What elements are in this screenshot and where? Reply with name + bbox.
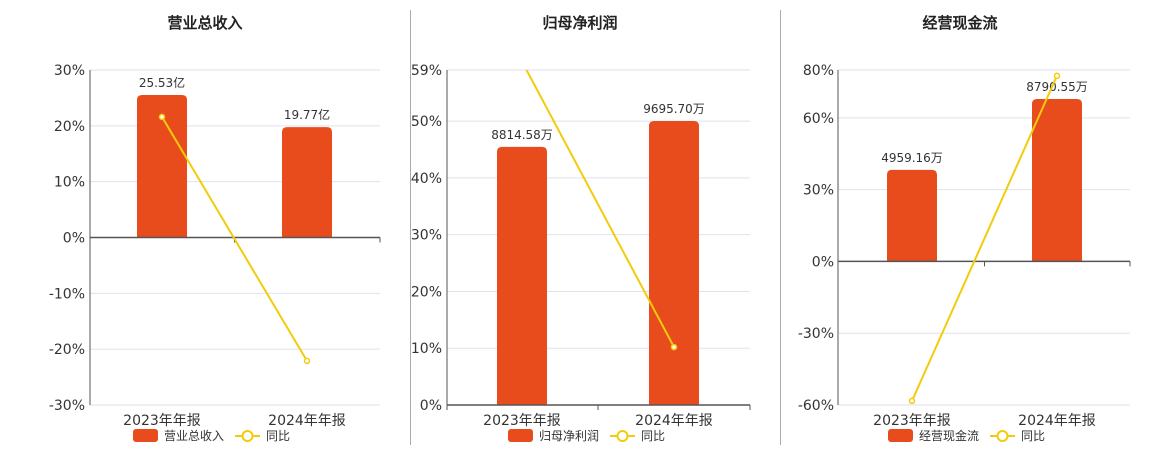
- y-tick-label: 0%: [420, 398, 442, 414]
- y-tick-label: 20%: [54, 119, 85, 135]
- bar-data-label: 8814.58万: [491, 128, 553, 142]
- legend-bar-swatch: [508, 429, 533, 442]
- legend-bar-label[interactable]: 经营现金流: [919, 428, 979, 443]
- y-tick-label: 0%: [63, 231, 85, 247]
- chart-title: 营业总收入: [167, 14, 242, 32]
- x-tick-label: 2023年年报: [483, 413, 561, 429]
- y-tick-label: -60%: [798, 398, 834, 414]
- legend-line-marker-icon: [241, 430, 254, 442]
- yoy-point[interactable]: [670, 343, 678, 351]
- y-tick-label: 59%: [411, 63, 442, 79]
- legend-bar-label[interactable]: 归母净利润: [539, 429, 599, 443]
- yoy-point[interactable]: [158, 113, 166, 121]
- y-tick-label: 40%: [411, 171, 442, 187]
- chart-3: 经营现金流 80% 60% 30% 0% -30% -60% 4959.16万 8790.55万…: [798, 14, 1131, 443]
- y-tick-label: -30%: [49, 398, 85, 414]
- bar[interactable]: [1032, 99, 1082, 262]
- yoy-line: [525, 70, 675, 348]
- x-tick-label: 2023年年报: [873, 413, 951, 429]
- chart-title: 归母净利润: [542, 14, 617, 32]
- x-tick-label: 2024年年报: [635, 413, 713, 429]
- bar[interactable]: [649, 121, 699, 405]
- y-tick-label: -30%: [798, 326, 834, 342]
- chart-1: 营业总收入 30% 20% 10% 0% -10% -20% -30% 25.53亿 19.77亿…: [49, 14, 381, 443]
- x-tick-label: 2023年年报: [123, 413, 201, 429]
- bar-data-label: 19.77亿: [284, 107, 330, 122]
- y-tick-label: -20%: [49, 342, 85, 358]
- y-tick-label: 60%: [803, 111, 834, 127]
- x-tick-label: 2024年年报: [1018, 413, 1096, 429]
- bar[interactable]: [282, 127, 332, 238]
- legend-line-marker-icon: [616, 430, 629, 442]
- bar[interactable]: [887, 169, 937, 262]
- legend-bar-swatch: [133, 429, 158, 442]
- bar-data-label: 9695.70万: [643, 102, 705, 116]
- legend-line-label[interactable]: 同比: [1021, 429, 1045, 443]
- legend-line-marker-icon: [996, 430, 1009, 442]
- yoy-point[interactable]: [908, 397, 916, 405]
- legend-bar-label[interactable]: 营业总收入: [164, 429, 224, 443]
- y-tick-label: 30%: [54, 63, 85, 79]
- yoy-point[interactable]: [303, 357, 311, 365]
- y-tick-label: 20%: [411, 284, 442, 300]
- bar-data-label: 4959.16万: [881, 151, 943, 165]
- bar-data-label: 8790.55万: [1026, 80, 1088, 94]
- x-tick-label: 2024年年报: [268, 413, 346, 429]
- legend-bar-swatch: [888, 429, 913, 442]
- y-tick-label: 30%: [411, 228, 442, 244]
- y-tick-label: -10%: [49, 286, 85, 302]
- legend-line-label[interactable]: 同比: [641, 429, 665, 443]
- chart-2: 归母净利润 59% 50% 40% 30% 20% 10% 0% 8814.58万 9695.70…: [411, 14, 751, 443]
- y-tick-label: 10%: [411, 341, 442, 357]
- bar[interactable]: [137, 94, 187, 238]
- y-tick-label: 30%: [803, 183, 834, 199]
- legend-line-label[interactable]: 同比: [266, 429, 290, 443]
- bar-data-label: 25.53亿: [139, 75, 185, 90]
- y-tick-label: 50%: [411, 114, 442, 130]
- bar[interactable]: [497, 146, 547, 405]
- chart-title: 经营现金流: [922, 14, 997, 32]
- y-tick-label: 0%: [812, 254, 834, 270]
- yoy-line: [161, 116, 308, 362]
- yoy-line: [911, 75, 1058, 402]
- y-tick-label: 80%: [803, 63, 834, 79]
- y-tick-label: 10%: [54, 175, 85, 191]
- yoy-point[interactable]: [1053, 72, 1061, 79]
